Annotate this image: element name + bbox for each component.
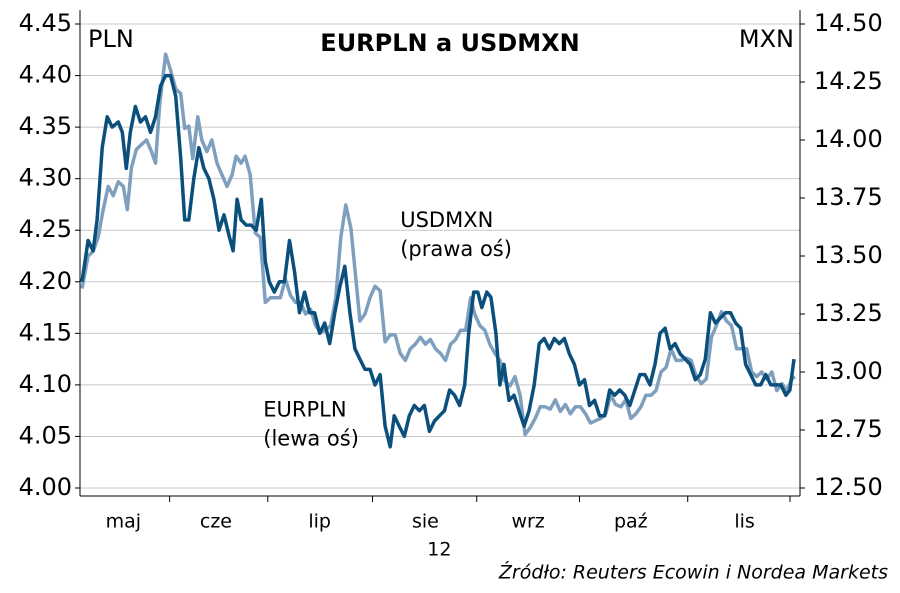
- chart-title: EURPLN a USDMXN: [320, 29, 579, 57]
- y-tick-label: 4.30: [19, 164, 72, 192]
- y-tick-label: 4.40: [19, 61, 72, 89]
- x-tick-label: paź: [614, 511, 648, 533]
- y-tick-label: 4.20: [19, 267, 72, 295]
- y-tick-label: 4.35: [19, 112, 72, 140]
- y2-tick-label: 14.50: [814, 9, 883, 37]
- y2-tick-label: 13.75: [814, 183, 883, 211]
- x-tick-label: lis: [734, 511, 754, 533]
- x-tick-label: wrz: [511, 511, 544, 533]
- y2-tick-label: 12.50: [814, 473, 883, 501]
- line-series: [80, 73, 796, 449]
- y2-tick-label: 13.25: [814, 299, 883, 327]
- annotation: USDMXN: [400, 208, 493, 232]
- source: Źródło: Reuters Ecowin i Nordea Markets: [498, 561, 888, 584]
- y-tick-label: 4.45: [19, 9, 72, 37]
- x-tick-label: sie: [412, 511, 439, 533]
- y2-tick-label: 13.00: [814, 357, 883, 385]
- y2-tick-label: 13.50: [814, 241, 883, 269]
- annotation: EURPLN: [263, 398, 346, 422]
- y2-axis-label: MXN: [739, 25, 794, 53]
- x-tick-label: maj: [106, 511, 141, 533]
- y-tick-label: 4.05: [19, 421, 72, 449]
- y-tick-label: 4.10: [19, 370, 72, 398]
- annotation: (prawa oś): [400, 237, 512, 261]
- y-tick-label: 4.00: [19, 473, 72, 501]
- line-series: [80, 52, 797, 437]
- y2-tick-label: 12.75: [814, 415, 883, 443]
- y2-tick-label: 14.00: [814, 125, 883, 153]
- x-tick-label: lip: [308, 511, 331, 533]
- y-tick-label: 4.15: [19, 318, 72, 346]
- annotation: (lewa oś): [263, 427, 359, 451]
- x-tick-label: cze: [200, 511, 232, 533]
- y2-tick-label: 14.25: [814, 67, 883, 95]
- y-tick-label: 4.25: [19, 215, 72, 243]
- year-label: 12: [427, 539, 451, 561]
- y-axis-label: PLN: [88, 25, 134, 53]
